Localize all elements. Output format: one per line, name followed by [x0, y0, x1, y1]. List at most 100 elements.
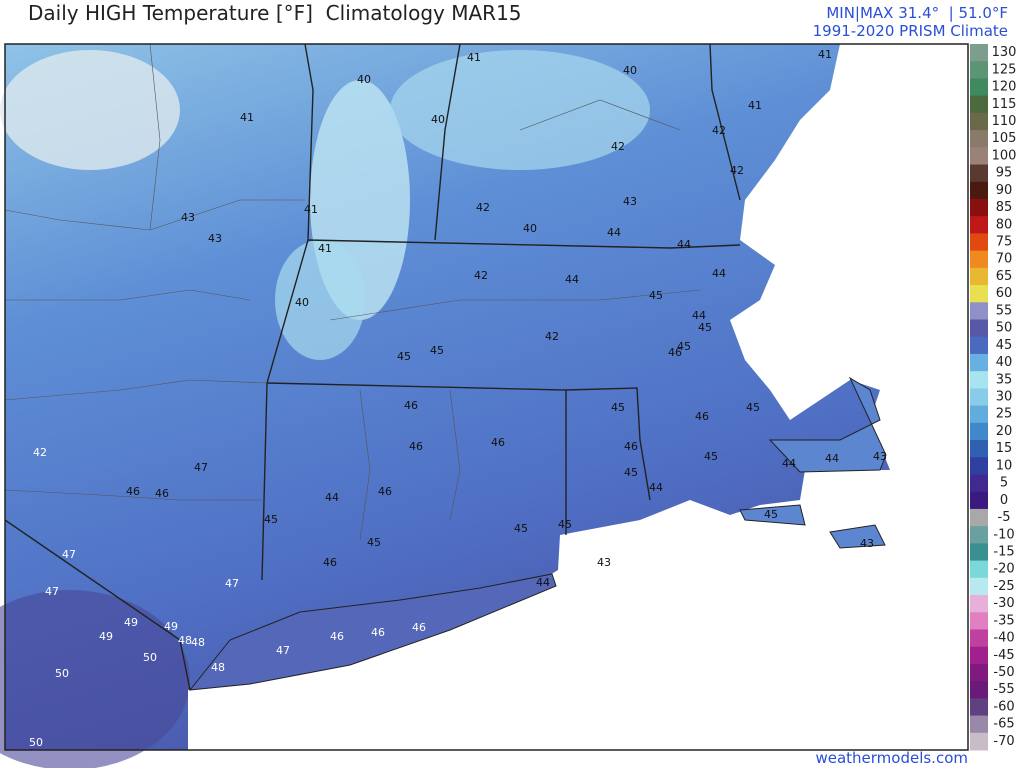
colorbar-cell	[970, 61, 988, 79]
map-label: 46	[371, 626, 385, 639]
colorbar-label: 35	[996, 372, 1013, 387]
colorbar-cell	[970, 285, 988, 303]
map-label: 42	[33, 446, 47, 459]
colorbar-cell	[970, 112, 988, 131]
map-label: 42	[730, 164, 744, 177]
colorbar-cell	[970, 732, 988, 751]
colorbar-cell	[970, 95, 988, 114]
border	[4, 519, 191, 691]
cool-area	[0, 50, 180, 170]
colorbar-cell	[970, 405, 988, 424]
map-label: 46	[404, 399, 418, 412]
map-label: 46	[155, 487, 169, 500]
map-label: 45	[264, 513, 278, 526]
map-label: 41	[304, 203, 318, 216]
colorbar-cell	[970, 302, 988, 321]
colorbar-cell	[970, 629, 988, 648]
map-label: 50	[143, 651, 157, 664]
map-label: 44	[649, 481, 663, 494]
map-label: 43	[181, 211, 195, 224]
map-label: 42	[712, 124, 726, 137]
footer: weathermodels.com	[815, 749, 968, 767]
map-label: 45	[367, 536, 381, 549]
colorbar-cell	[970, 198, 988, 217]
colorbar-label: -70	[993, 734, 1014, 749]
map-label: 43	[860, 537, 874, 550]
colorbar-cell	[970, 612, 988, 630]
map-label: 40	[523, 222, 537, 235]
colorbar-cell	[970, 319, 988, 338]
border	[4, 489, 262, 501]
map-label: 46	[126, 485, 140, 498]
map-label: 46	[668, 346, 682, 359]
colorbar-label: 75	[996, 235, 1013, 250]
map-label: 40	[431, 113, 445, 126]
colorbar-cell	[970, 560, 988, 579]
map-frame	[4, 43, 969, 751]
map-label: 47	[194, 461, 208, 474]
map-label: 49	[164, 620, 178, 633]
colorbar-cell	[970, 491, 988, 510]
map-label: 45	[704, 450, 718, 463]
ocean	[188, 44, 968, 750]
map-label: 45	[649, 289, 663, 302]
map-label: 46	[323, 556, 337, 569]
map-label: 44	[536, 576, 550, 589]
map-label: 50	[29, 736, 43, 749]
colorbar-label: -10	[993, 527, 1014, 542]
long-island	[188, 573, 557, 691]
map-label: 49	[124, 616, 138, 629]
colorbar-cell	[970, 164, 988, 183]
colorbar-cell	[970, 508, 988, 527]
border	[4, 379, 268, 401]
border	[359, 389, 371, 541]
colorbar-label: -15	[993, 544, 1014, 559]
border	[519, 99, 681, 131]
colorbar-label: -25	[993, 579, 1014, 594]
colorbar-label: -20	[993, 562, 1014, 577]
map-label: 46	[624, 440, 638, 453]
map-label: 47	[276, 644, 290, 657]
map-label: 44	[607, 226, 621, 239]
border	[5, 289, 251, 301]
map-label: 43	[623, 195, 637, 208]
colorbar-label: 85	[996, 200, 1013, 215]
map-label: 44	[825, 452, 839, 465]
colorbar-label: -30	[993, 596, 1014, 611]
border	[434, 43, 461, 241]
cool-area	[275, 240, 365, 360]
map-label: 41	[318, 242, 332, 255]
colorbar-label: 15	[996, 441, 1013, 456]
colorbar-label: -55	[993, 682, 1014, 697]
colorbar-label: 70	[996, 252, 1013, 267]
colorbar-label: 125	[992, 62, 1017, 77]
cape-cod	[768, 376, 887, 473]
colorbar-cell	[970, 388, 988, 407]
colorbar-label: -50	[993, 665, 1014, 680]
colorbar-cell	[970, 250, 988, 269]
island	[829, 524, 886, 549]
map-title: Daily HIGH Temperature [°F] Climatology …	[28, 1, 522, 25]
map-label: 45	[430, 344, 444, 357]
colorbar-label: 10	[996, 458, 1013, 473]
colorbar-cell	[970, 422, 988, 441]
colorbar-label: 0	[1000, 493, 1008, 508]
map-label: 43	[873, 450, 887, 463]
map-label: 44	[677, 238, 691, 251]
cool-area	[390, 50, 650, 170]
colorbar-cell	[970, 526, 988, 544]
colorbar-label: 25	[996, 407, 1013, 422]
colorbar-label: 130	[992, 45, 1017, 60]
map-label: 48	[211, 661, 225, 674]
colorbar-label: 50	[996, 321, 1013, 336]
map-label: 45	[611, 401, 625, 414]
colorbar-label: -45	[993, 648, 1014, 663]
map-label: 45	[624, 466, 638, 479]
map-label: 40	[295, 296, 309, 309]
map-label: 42	[611, 140, 625, 153]
colorbar-cell	[970, 646, 988, 665]
map-label: 44	[325, 491, 339, 504]
colorbar-label: 40	[996, 355, 1013, 370]
